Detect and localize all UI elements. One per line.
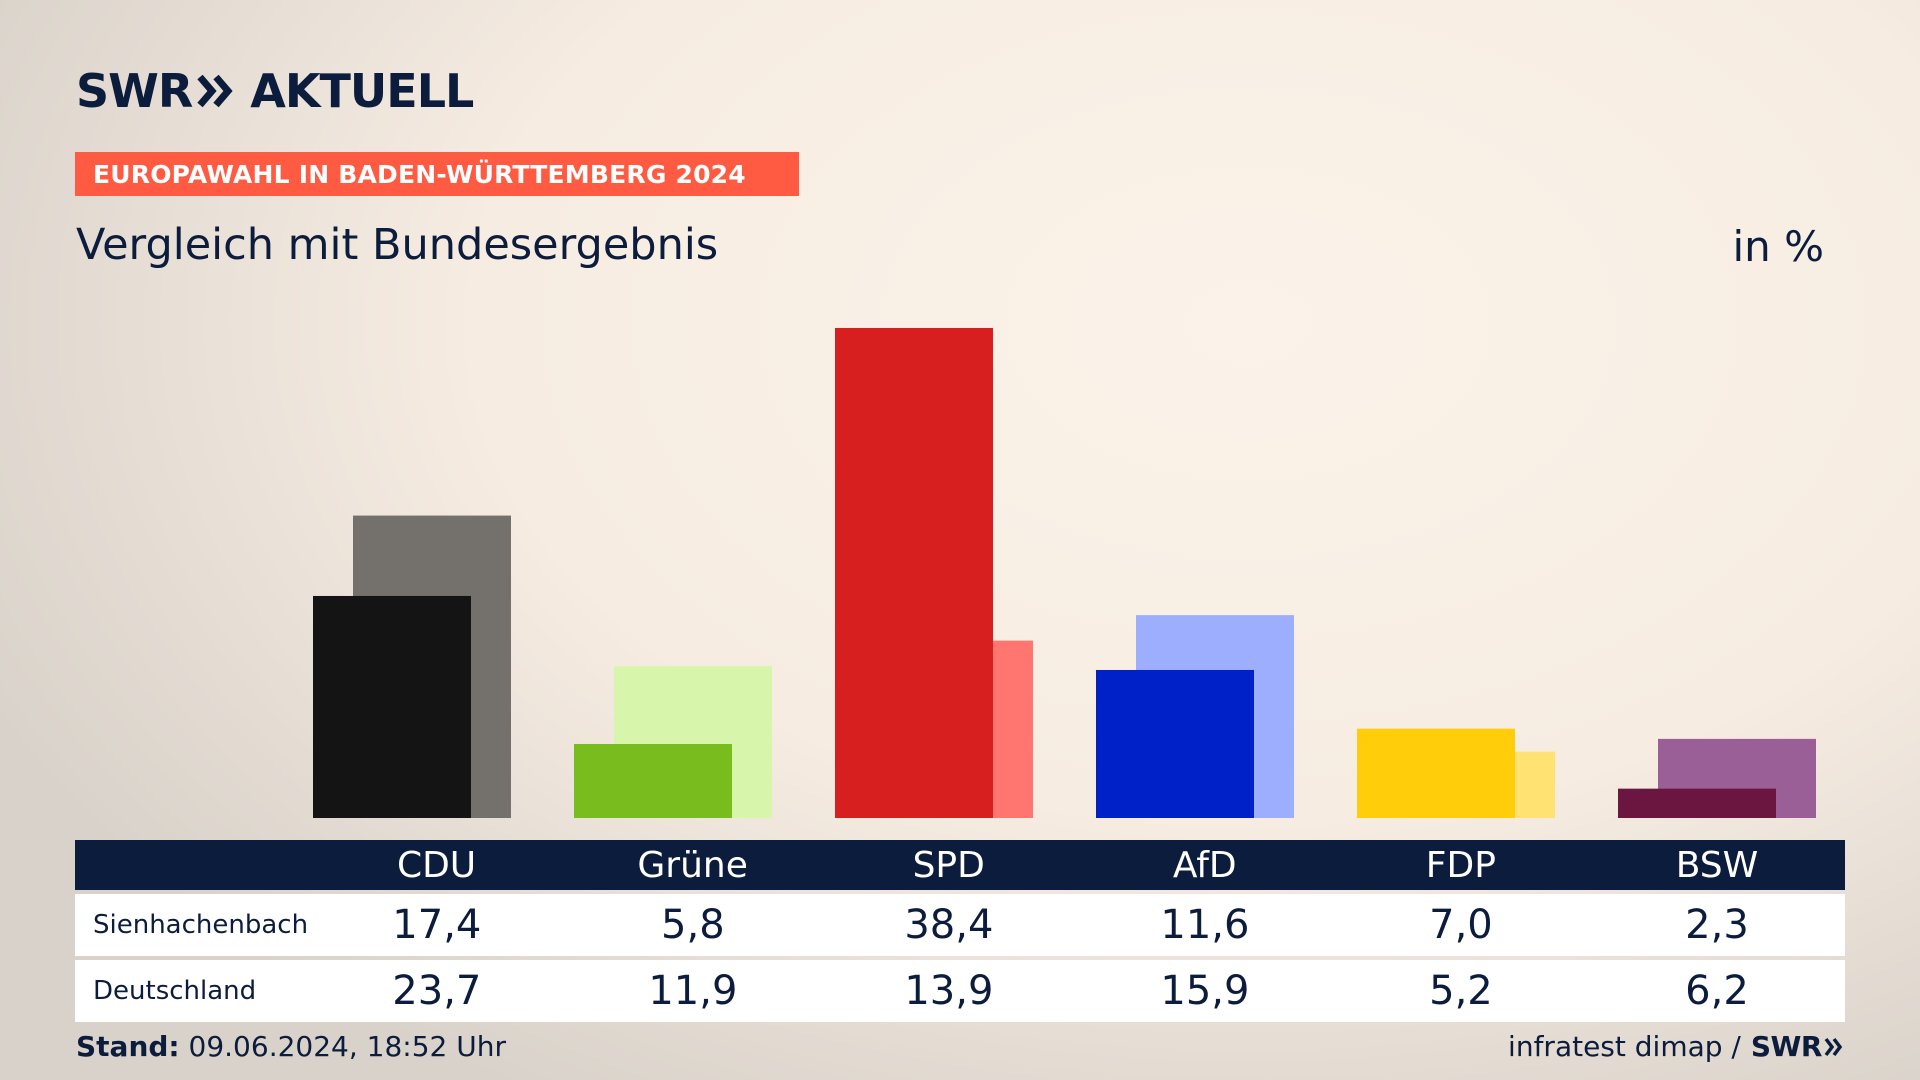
- source-credit: infratest dimap / SWR: [1508, 1030, 1844, 1063]
- value-cell-fdp: 5,2: [1429, 968, 1493, 1014]
- double-chevron-icon: [1824, 1037, 1843, 1056]
- table-header: CDU Grüne SPD AfD FDP BSW: [75, 840, 1845, 890]
- unit-label: in %: [1732, 222, 1824, 271]
- bar-local-spd: [835, 328, 993, 818]
- stand-value: 09.06.2024, 18:52 Uhr: [188, 1030, 506, 1063]
- bar-local-fdp: [1357, 728, 1515, 818]
- column-header-grüne: Grüne: [637, 844, 748, 886]
- value-cell-bsw: 2,3: [1685, 902, 1749, 948]
- value-cell-cdu: 23,7: [392, 968, 482, 1014]
- timestamp: Stand: 09.06.2024, 18:52 Uhr: [76, 1030, 506, 1063]
- column-header-cdu: CDU: [396, 844, 477, 886]
- logo-text-aktuell: AKTUELL: [250, 64, 474, 118]
- table-row-national: Deutschland 23,7 11,9 13,9 15,9 5,2 6,2: [75, 960, 1845, 1022]
- row-label-national: Deutschland: [93, 976, 257, 1006]
- value-cell-spd: 13,9: [904, 968, 994, 1014]
- swr-aktuell-logo: SWR AKTUELL: [76, 64, 474, 118]
- bar-local-grüne: [574, 743, 732, 818]
- value-cell-fdp: 7,0: [1429, 902, 1493, 948]
- election-badge: EUROPAWAHL IN BADEN-WÜRTTEMBERG 2024: [75, 152, 799, 196]
- value-cell-afd: 15,9: [1160, 968, 1250, 1014]
- source-brand: SWR: [1750, 1030, 1823, 1063]
- bar-local-afd: [1096, 669, 1254, 818]
- bar-local-bsw: [1618, 788, 1776, 818]
- column-header-bsw: BSW: [1675, 844, 1759, 886]
- value-cell-spd: 38,4: [904, 902, 994, 948]
- value-cell-bsw: 6,2: [1685, 968, 1749, 1014]
- header-spacer: [75, 840, 309, 890]
- column-header-fdp: FDP: [1425, 844, 1496, 886]
- double-chevron-icon: [197, 74, 233, 108]
- value-cell-cdu: 17,4: [392, 902, 482, 948]
- logo-text-swr: SWR: [76, 64, 193, 118]
- badge-text: EUROPAWAHL IN BADEN-WÜRTTEMBERG 2024: [93, 159, 746, 189]
- value-cell-grüne: 5,8: [661, 902, 725, 948]
- bar-local-cdu: [313, 595, 471, 818]
- column-header-afd: AfD: [1172, 844, 1237, 886]
- value-cell-afd: 11,6: [1160, 902, 1250, 948]
- table-row-local: Sienhachenbach 17,4 5,8 38,4 11,6 7,0 2,3: [75, 894, 1845, 956]
- source-text: infratest dimap /: [1508, 1030, 1741, 1063]
- stand-label: Stand:: [76, 1030, 180, 1063]
- chart-subtitle: Vergleich mit Bundesergebnis: [76, 220, 719, 270]
- value-cell-grüne: 11,9: [648, 968, 738, 1014]
- results-table: CDU Grüne SPD AfD FDP BSW Sienhachenbach 17,4…: [75, 840, 1845, 1022]
- column-header-spd: SPD: [912, 844, 985, 886]
- row-label-local: Sienhachenbach: [93, 910, 309, 940]
